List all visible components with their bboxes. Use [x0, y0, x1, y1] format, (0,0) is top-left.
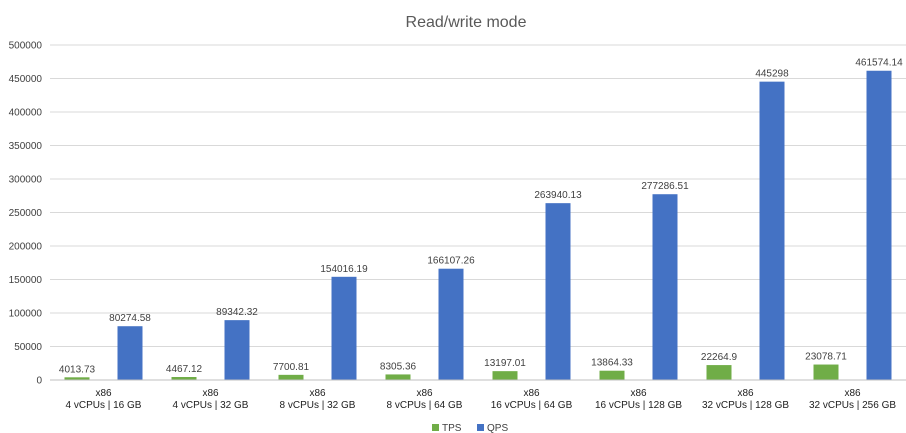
- bar-tps: [171, 377, 197, 380]
- data-label-qps: 277286.51: [641, 181, 689, 192]
- y-tick-label: 150000: [9, 275, 43, 286]
- data-label-tps: 13197.01: [484, 358, 526, 369]
- x-category-label: x86 8 vCPUs | 64 GB: [387, 388, 463, 411]
- legend-label-tps: TPS: [442, 423, 462, 433]
- data-label-tps: 7700.81: [273, 362, 310, 373]
- bar-tps: [599, 370, 625, 380]
- bar-qps: [224, 320, 250, 380]
- y-tick-label: 50000: [14, 342, 42, 353]
- bar-qps: [438, 268, 464, 380]
- data-label-tps: 8305.36: [380, 361, 417, 372]
- data-label-tps: 13864.33: [591, 358, 633, 369]
- y-tick-label: 350000: [9, 141, 43, 152]
- bars: [64, 70, 892, 381]
- y-tick-label: 0: [36, 376, 42, 387]
- x-category-label: x86 4 vCPUs | 16 GB: [66, 388, 142, 411]
- data-label-tps: 4467.12: [166, 364, 203, 375]
- data-label-qps: 80274.58: [109, 313, 151, 324]
- bar-tps: [278, 374, 304, 380]
- bar-qps: [331, 276, 357, 380]
- bar-tps: [385, 374, 411, 380]
- x-axis-categories: x86 4 vCPUs | 16 GB x86 4 vCPUs | 32 GB x86 8…: [66, 388, 897, 411]
- legend-label-qps: QPS: [487, 423, 508, 433]
- data-label-qps: 445298: [755, 69, 789, 80]
- legend-swatch-tps: [432, 424, 439, 431]
- data-label-qps: 89342.32: [216, 307, 258, 318]
- x-category-label: x86 32 vCPUs | 128 GB: [702, 388, 789, 411]
- data-label-qps: 166107.26: [427, 256, 475, 267]
- y-tick-label: 400000: [9, 108, 43, 119]
- x-category-label: x86 8 vCPUs | 32 GB: [280, 388, 356, 411]
- x-category-label: x86 32 vCPUs | 256 GB: [809, 388, 896, 411]
- x-category-label: x86 16 vCPUs | 128 GB: [595, 388, 682, 411]
- gridlines: [50, 44, 906, 347]
- y-tick-label: 250000: [9, 208, 43, 219]
- legend-swatch-qps: [477, 424, 484, 431]
- data-label-tps: 4013.73: [59, 364, 96, 375]
- data-label-qps: 154016.19: [320, 264, 368, 275]
- bar-tps: [813, 364, 839, 380]
- data-label-qps: 263940.13: [534, 190, 582, 201]
- data-label-tps: 23078.71: [805, 352, 847, 363]
- bar-tps: [492, 371, 518, 380]
- x-category-label: x86 4 vCPUs | 32 GB: [173, 388, 249, 411]
- bar-qps: [117, 326, 143, 380]
- bar-qps: [545, 203, 571, 380]
- y-tick-label: 100000: [9, 309, 43, 320]
- y-tick-label: 200000: [9, 242, 43, 253]
- y-tick-label: 450000: [9, 74, 43, 85]
- chart-title: Read/write mode: [406, 14, 527, 31]
- y-axis-ticks: 0 50000 100000 150000 200000 250000 300000 3500…: [9, 41, 43, 387]
- bar-tps: [706, 365, 732, 380]
- y-tick-label: 300000: [9, 175, 43, 186]
- bar-qps: [866, 70, 892, 380]
- bar-tps: [64, 377, 90, 380]
- data-label-qps: 461574.14: [855, 58, 903, 69]
- x-category-label: x86 16 vCPUs | 64 GB: [491, 388, 573, 411]
- legend: TPS QPS: [432, 423, 508, 433]
- y-tick-label: 500000: [9, 41, 43, 52]
- bar-qps: [759, 81, 785, 381]
- bar-qps: [652, 194, 678, 380]
- data-label-tps: 22264.9: [701, 352, 738, 363]
- data-labels: 4013.73 80274.58 4467.12 89342.32 7700.81 154…: [59, 58, 903, 376]
